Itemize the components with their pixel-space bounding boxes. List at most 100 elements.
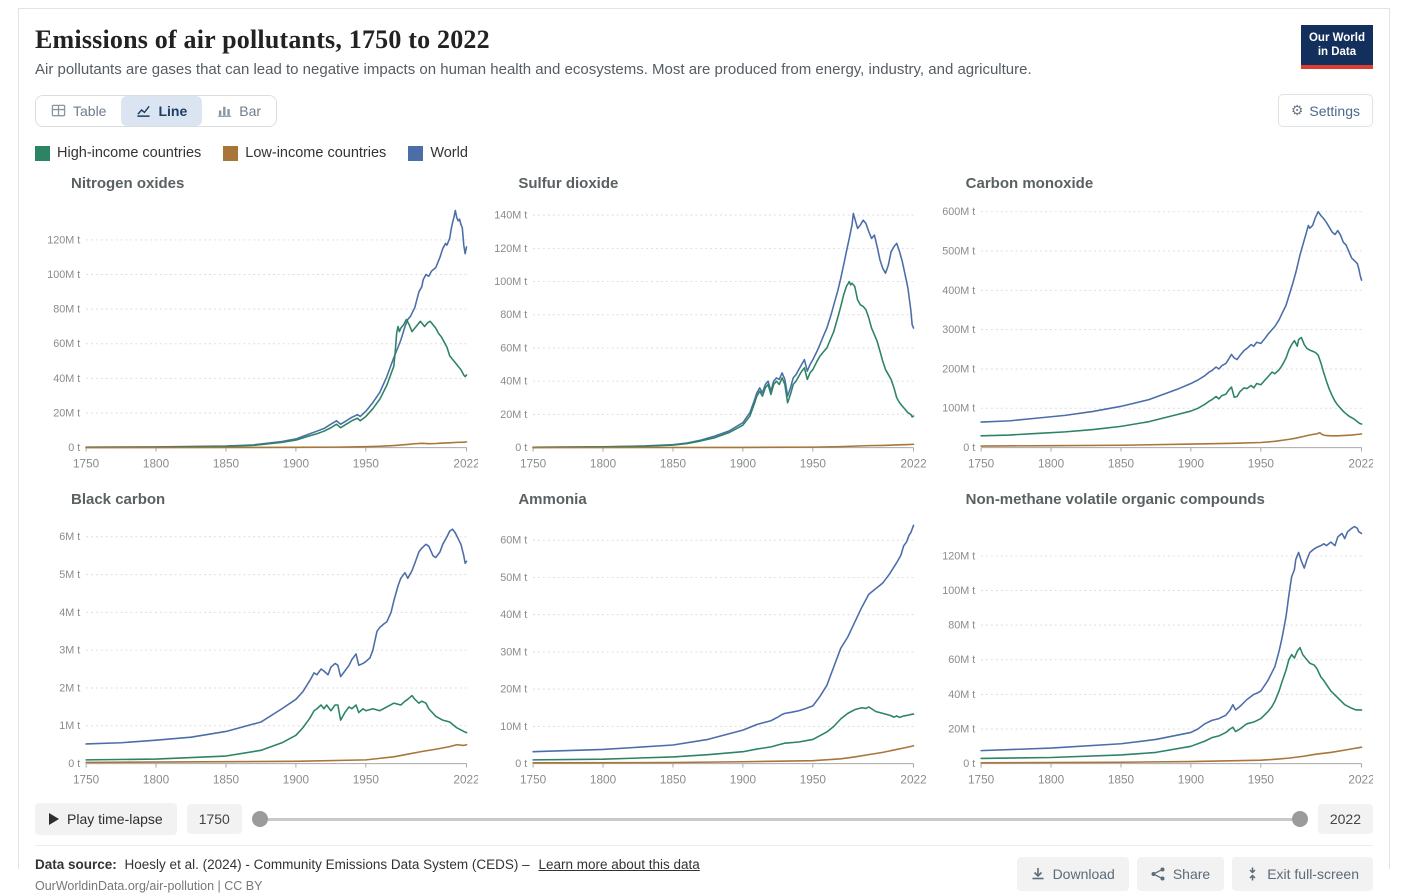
svg-text:2022: 2022 [453,773,478,786]
svg-text:40M t: 40M t [501,609,528,621]
svg-text:1900: 1900 [730,457,757,470]
svg-text:60M t: 60M t [501,342,528,354]
svg-text:1750: 1750 [520,773,547,786]
chart-plot[interactable]: 0 t 20M t 40M t 60M t 80M t 100M t 120M t 1750 1… [35,194,478,477]
tab-line-label: Line [158,102,188,119]
chart-title: Black carbon [71,491,166,509]
tab-table[interactable]: Table [36,95,122,126]
svg-text:0 t: 0 t [963,442,975,454]
settings-label: Settings [1309,102,1360,119]
play-timelapse-button[interactable]: Play time-lapse [35,803,177,836]
svg-text:100M t: 100M t [495,276,528,288]
svg-text:2022: 2022 [1348,457,1373,470]
svg-text:6M t: 6M t [59,531,80,543]
legend-item-high-income[interactable]: High-income countries [35,145,201,161]
svg-text:50M t: 50M t [501,572,528,584]
svg-text:1850: 1850 [660,457,687,470]
svg-text:1900: 1900 [730,773,757,786]
svg-text:1900: 1900 [1177,773,1204,786]
tab-line[interactable]: Line [121,95,203,126]
svg-text:300M t: 300M t [942,324,975,336]
svg-text:1900: 1900 [283,457,310,470]
legend-swatch-high-income [35,145,50,161]
svg-text:1750: 1750 [520,457,547,470]
tab-bar-label: Bar [239,102,262,119]
svg-text:100M t: 100M t [942,585,975,597]
legend-label-low-income: Low-income countries [245,145,387,161]
svg-text:3M t: 3M t [59,645,80,657]
chart-plot[interactable]: 0 t 1M t 2M t 3M t 4M t 5M t 6M t 1750 1800 1850 1… [35,510,478,793]
timeline-slider[interactable] [251,810,1308,828]
citation-note: OurWorldinData.org/air-pollution | CC BY [35,879,263,893]
svg-text:1800: 1800 [590,773,617,786]
svg-text:1750: 1750 [73,457,100,470]
svg-text:10M t: 10M t [501,721,528,733]
chart-title: Ammonia [518,491,587,509]
svg-text:1850: 1850 [1108,457,1135,470]
timeline-start-year[interactable]: 1750 [186,804,242,835]
chart-plot[interactable]: 0 t 20M t 40M t 60M t 80M t 100M t 120M t 140M … [482,194,926,477]
data-source-line: Data source: Hoesly et al. (2024) - Comm… [35,857,700,872]
svg-text:20M t: 20M t [948,724,975,736]
svg-text:80M t: 80M t [948,620,975,632]
svg-text:1950: 1950 [1247,457,1274,470]
tab-bar[interactable]: Bar [202,95,277,126]
chart-plot[interactable]: 0 t 10M t 20M t 30M t 40M t 50M t 60M t 1750 180… [482,510,926,793]
svg-text:1850: 1850 [213,457,240,470]
page-title: Emissions of air pollutants, 1750 to 202… [35,25,490,54]
data-source-label: Data source: [35,857,117,873]
svg-text:1900: 1900 [1177,457,1204,470]
svg-text:1800: 1800 [590,457,617,470]
svg-text:5M t: 5M t [59,569,80,581]
owid-logo-line2: in Data [1317,46,1357,59]
svg-text:60M t: 60M t [53,338,80,350]
legend-item-world[interactable]: World [408,145,468,161]
timeline-handle-end[interactable] [1291,811,1308,828]
svg-text:60M t: 60M t [948,654,975,666]
chart-title: Non-methane volatile organic compounds [965,491,1265,509]
legend-item-low-income[interactable]: Low-income countries [223,145,386,161]
svg-text:600M t: 600M t [942,206,975,218]
chart-sulfur-dioxide[interactable]: Sulfur dioxide 0 t 20M t 40M t 60M t 80M t 10… [482,171,926,477]
source-block: Data source: Hoesly et al. (2024) - Comm… [35,857,700,893]
svg-text:1M t: 1M t [59,720,80,732]
owid-logo-line1: Our World [1308,32,1365,44]
share-icon [1151,867,1165,881]
chart-carbon-monoxide[interactable]: Carbon monoxide 0 t 100M t 200M t 300M t 400… [930,171,1373,477]
chart-plot[interactable]: 0 t 20M t 40M t 60M t 80M t 100M t 120M t 1750 1… [930,510,1373,793]
svg-text:1850: 1850 [213,773,240,786]
svg-text:1950: 1950 [353,773,380,786]
svg-text:2022: 2022 [901,457,926,470]
legend-label-high-income: High-income countries [57,145,202,161]
tab-table-label: Table [73,102,107,119]
exit-fullscreen-button[interactable]: Exit full-screen [1232,857,1373,892]
timeline-handle-start[interactable] [251,811,268,828]
chart-black-carbon[interactable]: Black carbon 0 t 1M t 2M t 3M t 4M t 5M t 6M t… [35,487,478,793]
page-subtitle: Air pollutants are gases that can lead t… [35,61,1032,78]
chart-frame: Emissions of air pollutants, 1750 to 202… [18,8,1390,893]
bar-chart-icon [217,103,232,118]
chart-nitrogen-oxides[interactable]: Nitrogen oxides 0 t 20M t 40M t 60M t 80M t 1… [35,171,478,477]
chart-title: Sulfur dioxide [518,175,619,192]
svg-text:1750: 1750 [73,773,100,786]
download-icon [1032,868,1044,880]
learn-more-link[interactable]: Learn more about this data [538,857,700,873]
gear-icon: ⚙ [1290,102,1304,118]
chart-ammonia[interactable]: Ammonia 0 t 10M t 20M t 30M t 40M t 50M t 60M … [482,487,926,793]
share-button[interactable]: Share [1136,857,1225,892]
svg-text:20M t: 20M t [501,684,528,696]
timeline-track[interactable] [259,818,1300,821]
svg-text:140M t: 140M t [495,210,528,222]
timeline-controls: Play time-lapse 1750 2022 [35,803,1373,836]
chart-plot[interactable]: 0 t 100M t 200M t 300M t 400M t 500M t 600M t 1… [930,194,1373,477]
footer-buttons: Download Share Exit full-screen [1016,857,1373,892]
chart-nmvoc[interactable]: Non-methane volatile organic compounds 0… [930,487,1373,793]
data-source-text: Hoesly et al. (2024) - Community Emissio… [124,857,530,873]
owid-logo[interactable]: Our World in Data [1300,25,1373,69]
timeline-end-year[interactable]: 2022 [1317,804,1373,835]
svg-text:1850: 1850 [1108,773,1135,786]
download-button[interactable]: Download [1016,857,1129,892]
svg-text:1800: 1800 [143,773,170,786]
settings-button[interactable]: ⚙ Settings [1277,94,1373,127]
controls-row: Table Line Bar ⚙ Settings [35,94,1373,127]
